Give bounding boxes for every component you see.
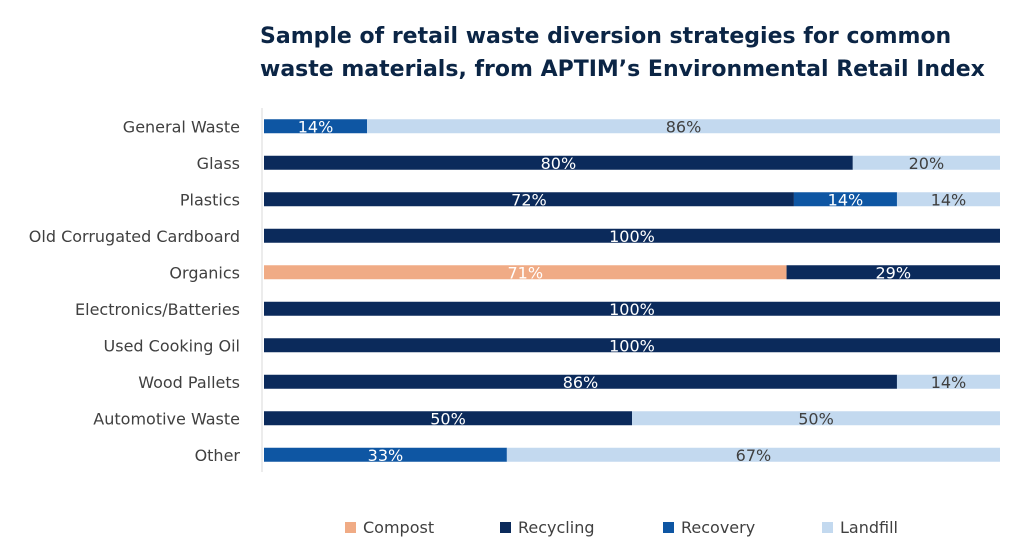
bar-other-recovery <box>264 447 507 462</box>
chart-title: Sample of retail waste diversion strateg… <box>260 24 985 82</box>
category-label-general-waste: General Waste <box>123 117 240 136</box>
bar-organics-compost <box>264 265 787 280</box>
bar-wood-pallets-recycling <box>264 374 897 389</box>
data-label-wood-pallets-recycling: 86% <box>563 373 599 392</box>
legend-item-landfill: Landfill <box>822 518 898 537</box>
category-label-electronics-batteries: Electronics/Batteries <box>75 300 240 319</box>
category-label-plastics: Plastics <box>180 190 240 209</box>
legend-swatch-recycling <box>500 522 511 533</box>
legend-swatch-recovery <box>663 522 674 533</box>
data-label-automotive-waste-recycling: 50% <box>430 409 466 428</box>
legend-item-recovery: Recovery <box>663 518 755 537</box>
bar-general-waste-landfill <box>367 119 1000 134</box>
data-label-used-cooking-oil-recycling: 100% <box>609 336 655 355</box>
legend-swatch-landfill <box>822 522 833 533</box>
data-label-other-recovery: 33% <box>368 446 404 465</box>
category-label-automotive-waste: Automotive Waste <box>93 409 240 428</box>
bar-plastics-recycling <box>264 192 794 207</box>
bar-general-waste-recovery <box>264 119 368 134</box>
data-label-wood-pallets-landfill: 14% <box>931 373 967 392</box>
data-label-other-landfill: 67% <box>736 446 772 465</box>
bar-electronics-batteries-recycling <box>264 301 1000 316</box>
legend-swatch-compost <box>345 522 356 533</box>
data-label-plastics-landfill: 14% <box>931 190 967 209</box>
data-label-glass-recycling: 80% <box>541 154 577 173</box>
category-label-organics: Organics <box>169 263 240 282</box>
legend-item-recycling: Recycling <box>500 518 595 537</box>
bar-automotive-waste-landfill <box>632 411 1000 426</box>
legend-label-recycling: Recycling <box>518 518 595 537</box>
legend: Compost Recycling Recovery Landfill <box>0 518 1024 542</box>
bar-plastics-recovery <box>793 192 897 207</box>
data-label-organics-compost: 71% <box>507 263 543 282</box>
category-label-old-corrugated-cardboard: Old Corrugated Cardboard <box>29 227 240 246</box>
bar-plastics-landfill <box>896 192 1000 207</box>
legend-label-landfill: Landfill <box>840 518 898 537</box>
bar-automotive-waste-recycling <box>264 411 632 426</box>
bar-glass-landfill <box>852 155 1000 170</box>
data-label-general-waste-landfill: 86% <box>666 117 702 136</box>
data-label-automotive-waste-landfill: 50% <box>798 409 834 428</box>
bar-organics-recycling <box>786 265 1000 280</box>
category-axis: General Waste Glass Plastics Old Corrugated… <box>29 117 241 465</box>
bar-other-landfill <box>506 447 1000 462</box>
data-label-plastics-recovery: 14% <box>828 190 864 209</box>
category-label-wood-pallets: Wood Pallets <box>138 373 240 392</box>
legend-item-compost: Compost <box>345 518 434 537</box>
category-label-other: Other <box>195 446 241 465</box>
data-label-general-waste-recovery: 14% <box>298 117 334 136</box>
legend-label-recovery: Recovery <box>681 518 756 537</box>
bar-wood-pallets-landfill <box>896 374 1000 389</box>
data-label-plastics-recycling: 72% <box>511 190 547 209</box>
data-label-glass-landfill: 20% <box>909 154 945 173</box>
data-label-electronics-batteries-recycling: 100% <box>609 300 655 319</box>
legend-label-compost: Compost <box>363 518 435 537</box>
category-label-used-cooking-oil: Used Cooking Oil <box>104 336 240 355</box>
bar-glass-recycling <box>264 155 853 170</box>
bars: 14% 86% 80% 20% 72% 14% 14% 100% 71% 29% 100% 100% 8… <box>264 117 1000 465</box>
bar-used-cooking-oil-recycling <box>264 338 1000 353</box>
category-label-glass: Glass <box>197 154 240 173</box>
bar-old-corrugated-cardboard-recycling <box>264 228 1000 243</box>
data-label-organics-recycling: 29% <box>875 263 911 282</box>
data-label-old-corrugated-cardboard-recycling: 100% <box>609 227 655 246</box>
